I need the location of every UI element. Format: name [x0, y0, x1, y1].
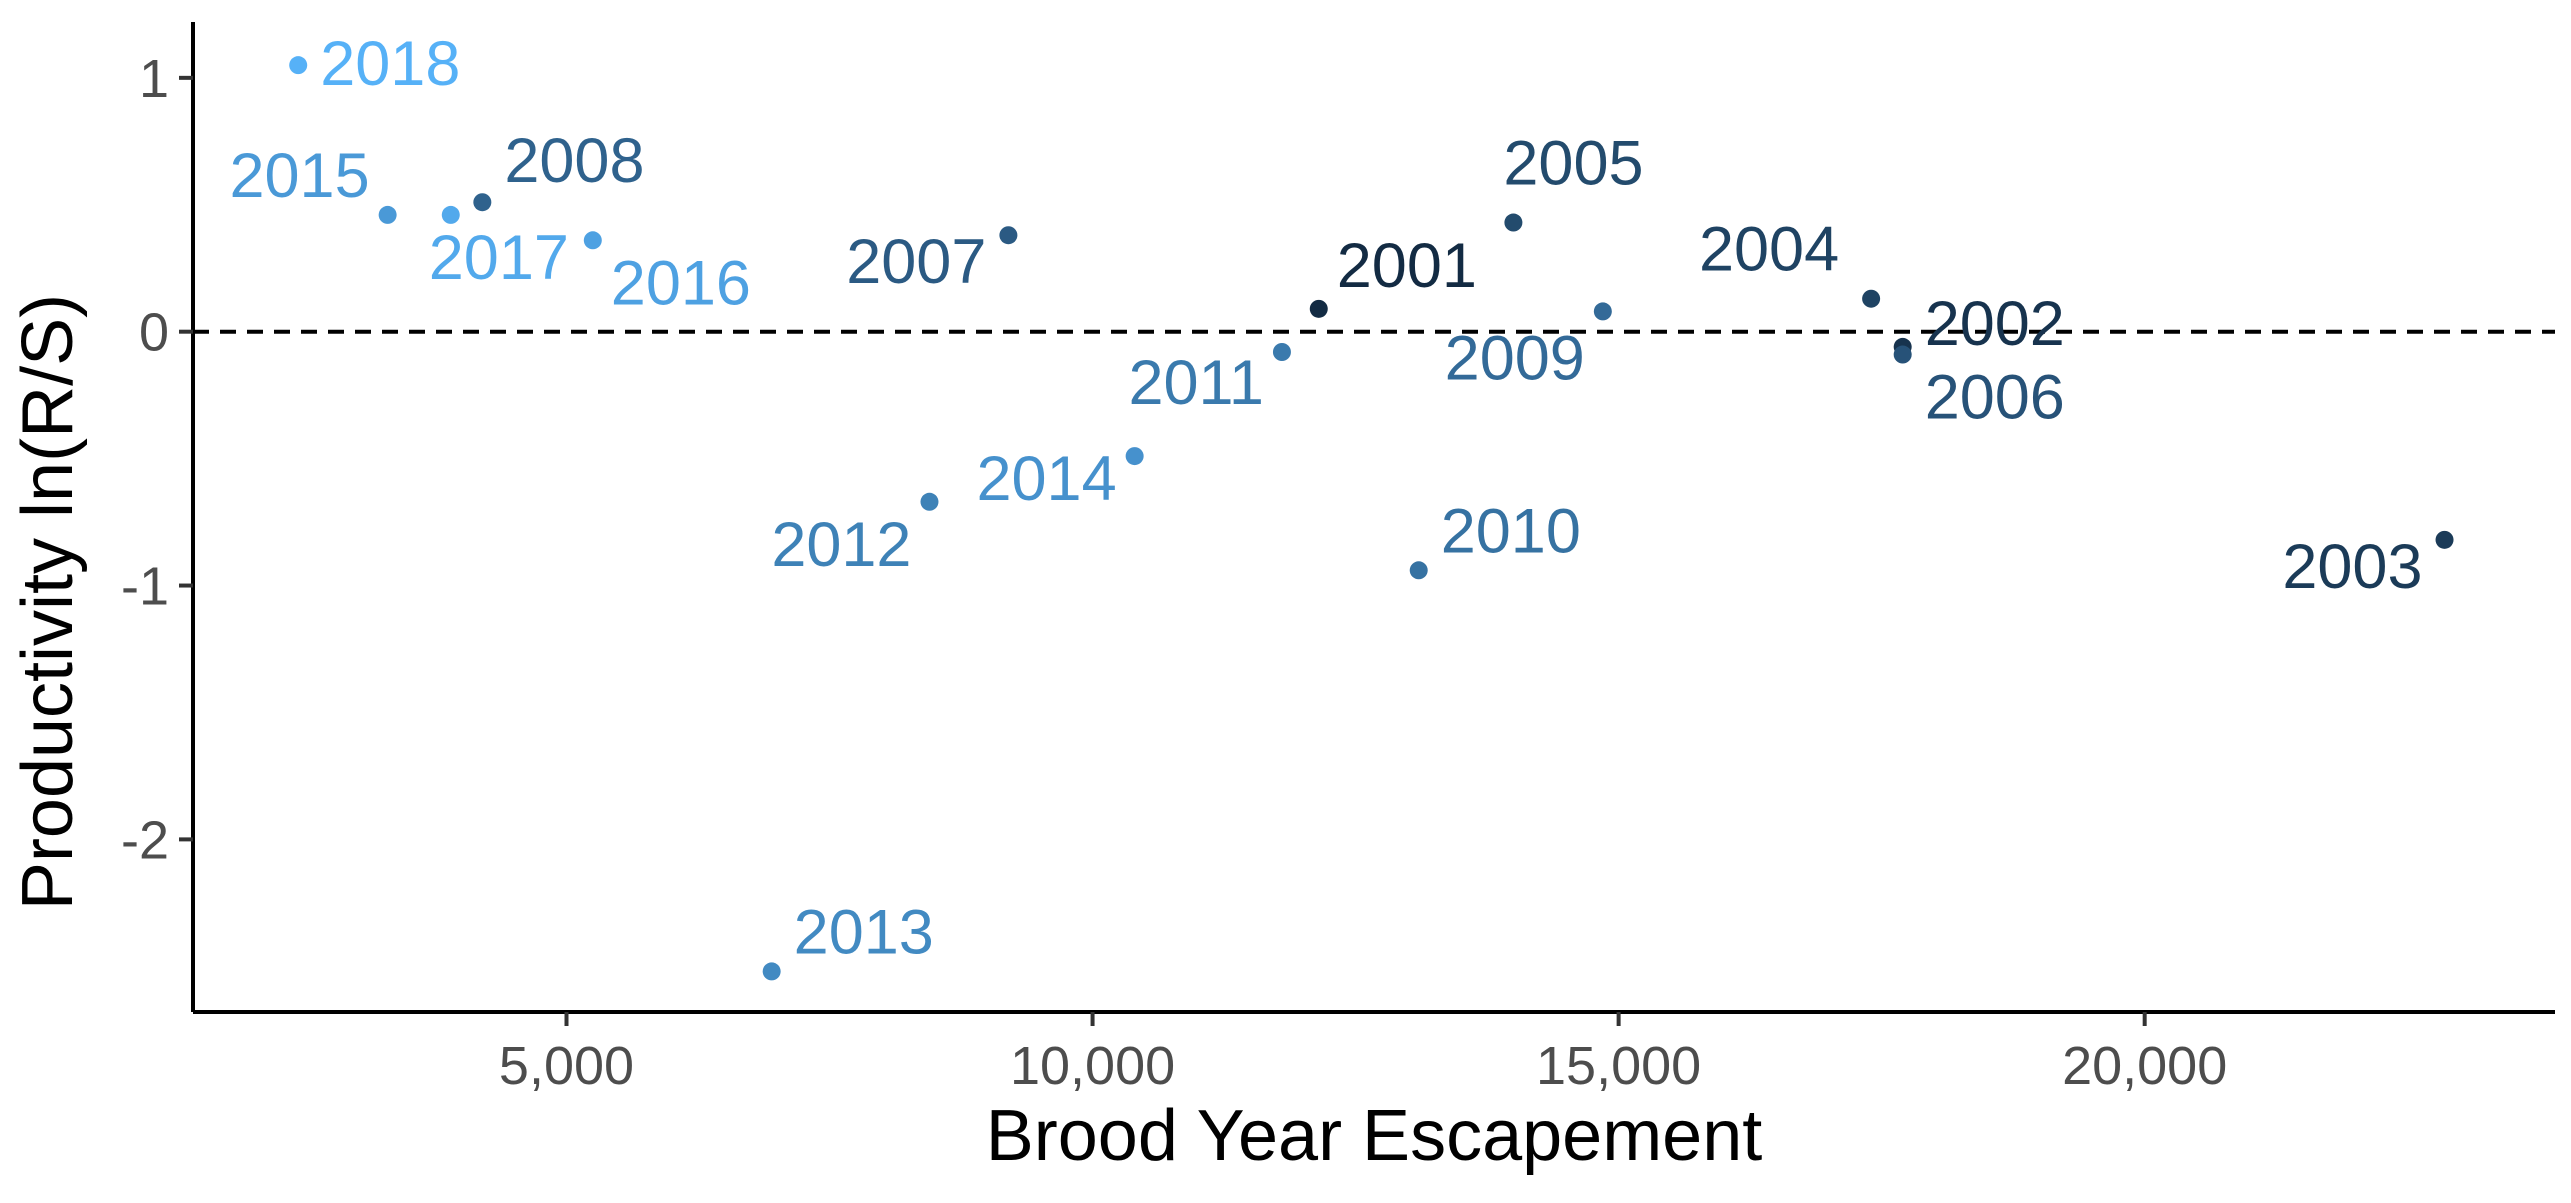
x-tick-label: 5,000 — [499, 1036, 634, 1096]
y-tick-label: 1 — [139, 49, 169, 109]
point-label-2013: 2013 — [794, 897, 934, 967]
point-label-2006: 2006 — [1925, 363, 2065, 433]
data-point-2003 — [2435, 530, 2454, 549]
y-tick-label: -2 — [121, 810, 169, 870]
data-point-2015 — [378, 205, 397, 224]
x-tick-label: 15,000 — [1536, 1036, 1701, 1096]
point-label-2018: 2018 — [320, 29, 460, 99]
point-label-2010: 2010 — [1441, 496, 1581, 566]
data-point-2016 — [583, 231, 602, 250]
point-label-2002: 2002 — [1925, 289, 2065, 359]
point-label-2016: 2016 — [611, 248, 751, 318]
x-tick-label: 10,000 — [1010, 1036, 1175, 1096]
data-point-2004 — [1862, 289, 1881, 308]
point-label-2005: 2005 — [1503, 129, 1643, 199]
data-point-2008 — [473, 193, 492, 212]
data-point-2005 — [1504, 213, 1523, 232]
data-point-2007 — [999, 226, 1018, 245]
x-axis-title: Brood Year Escapement — [986, 1096, 1763, 1176]
point-label-2001: 2001 — [1337, 231, 1477, 301]
y-tick-label: 0 — [139, 303, 169, 363]
point-label-2008: 2008 — [504, 126, 644, 196]
y-tick-label: -1 — [121, 557, 169, 617]
data-point-2017 — [441, 205, 460, 224]
y-axis-title: Productivity ln(R/S) — [8, 294, 88, 910]
data-point-2001 — [1309, 299, 1328, 318]
data-point-2010 — [1409, 561, 1428, 580]
x-axis-ticks: 5,000 10,000 15,000 20,000 — [499, 1012, 2227, 1096]
point-label-2015: 2015 — [229, 141, 369, 211]
point-label-2011: 2011 — [1128, 348, 1263, 418]
point-label-2017: 2017 — [429, 223, 569, 293]
data-point-2011 — [1272, 343, 1291, 361]
data-point-labels: 2001 2002 2003 2004 2005 2006 2007 2008 2009 2010… — [229, 29, 2422, 967]
point-label-2012: 2012 — [771, 510, 911, 580]
point-label-2003: 2003 — [2282, 532, 2422, 602]
data-point-2012 — [920, 492, 939, 511]
point-label-2004: 2004 — [1699, 215, 1839, 285]
data-point-2006 — [1893, 345, 1912, 364]
x-tick-label: 20,000 — [2062, 1036, 2227, 1096]
data-point-2013 — [762, 962, 781, 981]
data-points — [289, 56, 2454, 981]
data-point-2009 — [1593, 302, 1612, 321]
data-point-2014 — [1125, 447, 1144, 466]
point-label-2007: 2007 — [846, 227, 986, 297]
data-point-2018 — [289, 56, 308, 75]
point-label-2014: 2014 — [976, 444, 1116, 514]
y-axis-ticks: -2 -1 0 1 — [121, 49, 193, 870]
point-label-2009: 2009 — [1445, 323, 1585, 393]
